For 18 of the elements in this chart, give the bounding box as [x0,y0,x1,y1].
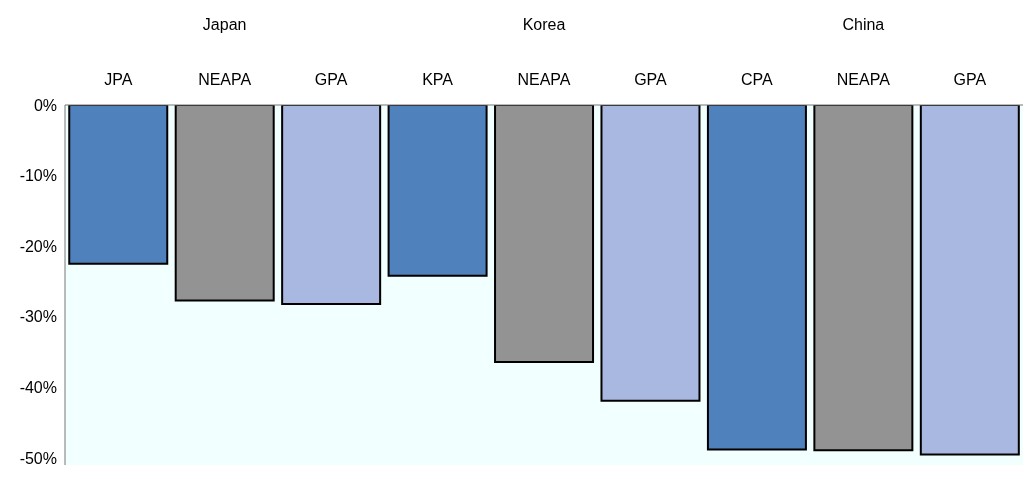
y-tick-label: -20% [19,237,57,255]
x-tick-label: NEAPA [517,71,571,88]
text: Japan [201,16,248,34]
text: China [841,16,886,34]
x-tick-label: NEAPA [836,71,891,88]
x-tick-label: JPA [104,71,133,88]
x-tick-label: NEAPA [198,71,252,88]
x-tick-label: KPA [422,71,454,88]
x-tick-label: GPA [634,71,668,88]
x-tick-label: CPA [741,71,774,88]
y-tick-label: -40% [19,379,57,397]
y-tick-label: 0% [33,96,57,114]
y-tick-label: -30% [19,308,57,326]
text: Korea [521,16,567,34]
x-tick-label: GPA [953,71,987,88]
y-tick-label: -10% [19,167,57,185]
x-tick-label: GPA [314,71,348,88]
y-tick-label: -50% [19,449,57,467]
